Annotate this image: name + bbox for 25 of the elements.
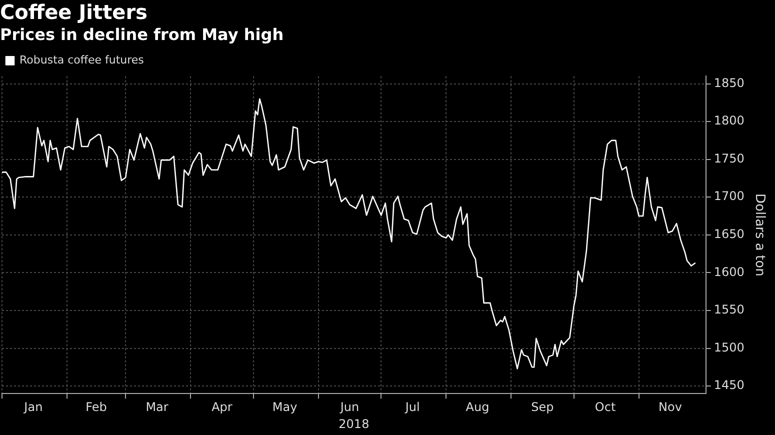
y-tick-label: 1800 [714,114,744,128]
y-tick-label: 1450 [714,378,744,392]
chart-title: Coffee Jitters [0,0,148,24]
x-tick-label: Jul [404,400,420,414]
x-tick-label: Nov [658,400,682,414]
x-tick-label: Feb [86,400,107,414]
y-tick-label: 1850 [714,76,744,90]
x-tick-label: Aug [466,400,490,414]
y-tick-label: 1650 [714,227,744,242]
x-tick-label: Jan [23,400,43,414]
x-tick-label: Apr [212,400,232,414]
y-tick-label: 1750 [714,151,744,166]
chart-subtitle: Prices in decline from May high [0,24,284,44]
y-tick-label: 1700 [714,189,744,204]
x-tick-label: Mar [146,400,168,414]
x-tick-label: May [272,400,298,414]
x-tick-label: Oct [594,400,616,414]
y-tick-label: 1550 [714,302,744,317]
legend-label: Robusta coffee futures [20,54,144,67]
x-tick-label: Jun [339,400,360,414]
text: 2018 [338,417,370,432]
y-axis-title: Dollars a ton [752,194,767,276]
y-tick-label: 1600 [714,264,744,279]
x-tick-label: Sep [531,400,554,414]
y-tick-label: 1500 [714,340,744,354]
